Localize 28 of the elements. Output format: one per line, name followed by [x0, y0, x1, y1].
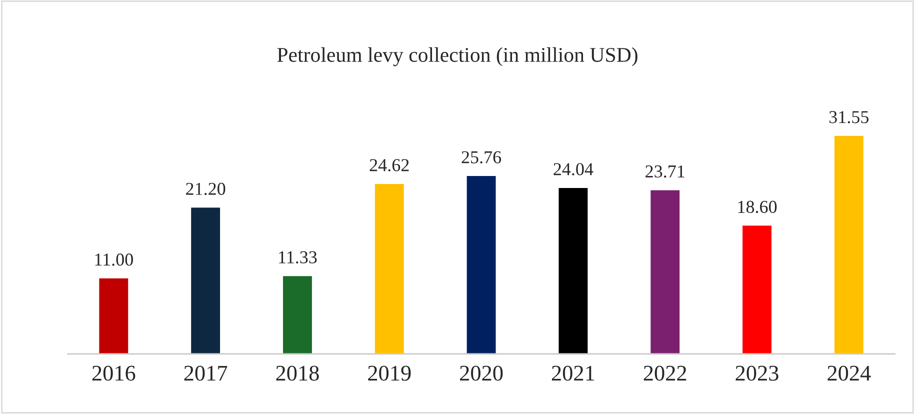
bar	[833, 134, 865, 354]
x-tick-label: 2021	[552, 366, 594, 381]
data-label: 31.55	[829, 111, 869, 124]
data-label: 11.00	[95, 254, 133, 266]
x-tick-label: 2017	[184, 366, 228, 381]
bar	[98, 277, 130, 354]
x-tick-label: 2020	[460, 366, 503, 381]
data-label: 24.04	[554, 163, 594, 176]
bar	[557, 186, 590, 354]
data-label: 24.62	[370, 159, 409, 172]
x-tick-label: 2019	[368, 366, 411, 381]
data-label: 21.20	[186, 182, 226, 196]
bar	[465, 174, 498, 354]
x-tick-label: 2024	[828, 366, 871, 381]
data-label: 18.60	[738, 200, 777, 214]
x-tick-label: 2023	[736, 366, 778, 381]
chart-title: Petroleum levy collection (in million USD)	[277, 47, 638, 66]
x-tick-label: 2022	[644, 366, 686, 381]
bar	[741, 224, 773, 354]
bar	[649, 188, 681, 354]
data-label: 25.76	[462, 151, 502, 164]
x-tick-label: 2016	[92, 366, 136, 381]
bar	[374, 182, 406, 354]
bar	[282, 274, 314, 354]
bar	[190, 206, 222, 354]
data-label: 23.71	[646, 165, 684, 178]
data-label: 11.33	[279, 251, 317, 264]
x-tick-label: 2018	[276, 366, 319, 381]
